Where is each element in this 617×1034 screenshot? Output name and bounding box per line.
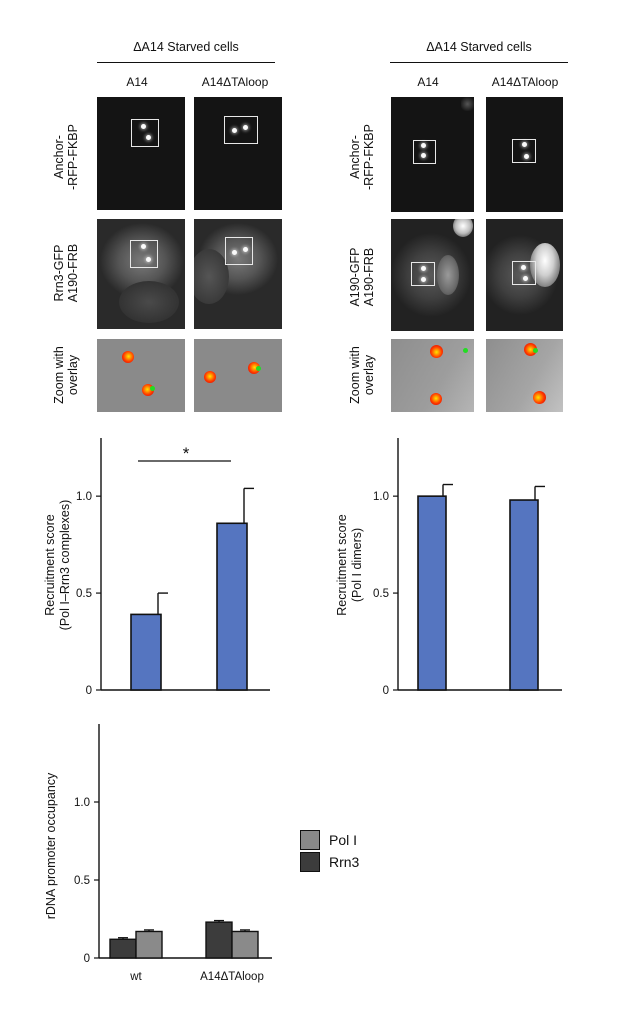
legend-item-pol-i: Pol I	[300, 829, 359, 851]
anchor-spot	[421, 153, 426, 158]
cell-body	[194, 249, 229, 304]
roi-box	[130, 240, 158, 268]
overlay-spot	[430, 393, 442, 405]
ylabel-line: (Pol I–Rrn3 complexes)	[58, 499, 72, 631]
anchor-spot	[522, 142, 527, 147]
chart2-ylabel: Recruitment score (Pol I dimers)	[335, 485, 369, 645]
y-tick-label: 1.0	[76, 491, 92, 503]
roi-box	[512, 139, 536, 163]
overlay-spot	[204, 371, 216, 383]
anchor-spot	[421, 143, 426, 148]
gfp-spot	[521, 265, 526, 270]
overlay-green	[150, 386, 155, 391]
micrograph-left-dtaloop-anchor	[194, 97, 282, 210]
y-tick-label: 1.0	[74, 797, 90, 809]
x-tick-label: wt	[129, 971, 142, 983]
anchor-spot	[243, 125, 248, 130]
zoom-overlay-right-dtaloop	[486, 339, 563, 412]
gfp-spot	[232, 250, 237, 255]
bar	[509, 499, 539, 691]
legend-item-rrn3: Rrn3	[300, 851, 359, 873]
roi-box	[224, 116, 258, 144]
y-tick-label: 0.5	[76, 588, 92, 600]
micrograph-right-dtaloop-anchor	[486, 97, 563, 212]
roi-box	[411, 262, 435, 286]
column-label-right-a14dtaloop: A14ΔTAloop	[491, 75, 559, 89]
chart3-ylabel: rDNA promoter occupancy	[44, 772, 58, 920]
gfp-spot	[243, 247, 248, 252]
header-right-rule	[390, 62, 568, 64]
micrograph-left-dtaloop-gfp	[194, 219, 282, 329]
anchor-spot	[146, 135, 151, 140]
column-label-left-a14: A14	[126, 75, 148, 89]
micrograph-left-a14-gfp	[97, 219, 185, 329]
chart-recruitment-rrn3: 0 0.5 1.0 *	[76, 438, 270, 697]
y-tick-label: 1.0	[373, 491, 389, 503]
ylabel-line: Recruitment score	[335, 514, 349, 616]
header-left: ΔA14 Starved cells	[133, 40, 239, 54]
micrograph-right-a14-anchor	[391, 97, 474, 212]
y-tick-label: 0	[383, 685, 389, 697]
overlay-spot	[122, 351, 134, 363]
overlay-green	[463, 348, 468, 353]
roi-box	[413, 140, 436, 164]
header-right: ΔA14 Starved cells	[426, 40, 532, 54]
overlay-spot	[430, 345, 443, 358]
column-label-right-a14: A14	[417, 75, 439, 89]
y-tick-label: 0.5	[74, 875, 90, 887]
anchor-spot	[232, 128, 237, 133]
chart-recruitment-dimers: 0 0.5 1.0	[373, 438, 562, 697]
ylabel-line: Recruitment score	[43, 514, 57, 616]
legend-swatch	[300, 830, 320, 850]
gfp-spot	[421, 266, 426, 271]
y-tick-label: 0	[84, 953, 90, 965]
overlay-spot	[248, 362, 260, 374]
micrograph-right-dtaloop-gfp	[486, 219, 563, 331]
legend: Pol I Rrn3	[300, 829, 359, 873]
micrograph-left-a14-anchor	[97, 97, 185, 210]
gfp-spot	[421, 277, 426, 282]
bar	[231, 930, 259, 959]
overlay-spot	[533, 391, 546, 404]
overlay-green	[533, 348, 538, 353]
significance-marker: *	[183, 444, 190, 463]
gfp-spot	[141, 244, 146, 249]
micrograph-right-a14-gfp	[391, 219, 474, 331]
y-tick-label: 0.5	[373, 588, 389, 600]
header-left-rule	[97, 62, 275, 64]
zoom-overlay-left-a14	[97, 339, 185, 412]
y-tick-label: 0	[86, 685, 92, 697]
bar	[135, 930, 163, 959]
zoom-overlay-left-dtaloop	[194, 339, 282, 412]
chart1-ylabel: Recruitment score (Pol I–Rrn3 complexes)	[43, 485, 77, 645]
ylabel-line: (Pol I dimers)	[350, 527, 364, 603]
bar	[417, 495, 447, 691]
bar	[205, 921, 233, 959]
cell-body	[119, 281, 179, 323]
overlay-green	[256, 366, 261, 371]
legend-label: Rrn3	[329, 854, 360, 870]
zoom-overlay-right-a14	[391, 339, 474, 412]
roi-box	[131, 119, 159, 147]
bar	[130, 613, 162, 691]
bar	[109, 938, 137, 959]
legend-label: Pol I	[329, 832, 358, 848]
x-tick-label: A14ΔTAloop	[200, 971, 264, 983]
legend-swatch	[300, 852, 320, 872]
gfp-spot	[146, 257, 151, 262]
anchor-spot	[524, 154, 529, 159]
roi-box	[225, 237, 253, 265]
anchor-spot	[141, 124, 146, 129]
background-glow	[461, 97, 474, 111]
bright-cell	[453, 219, 473, 237]
column-label-left-a14dtaloop: A14ΔTAloop	[201, 75, 269, 89]
roi-box	[512, 261, 536, 285]
bar	[216, 522, 248, 691]
gfp-spot	[523, 276, 528, 281]
cell-body	[437, 255, 459, 295]
chart-rdna-occupancy: 0 0.5 1.0 wt A14ΔTAloop	[74, 724, 272, 983]
